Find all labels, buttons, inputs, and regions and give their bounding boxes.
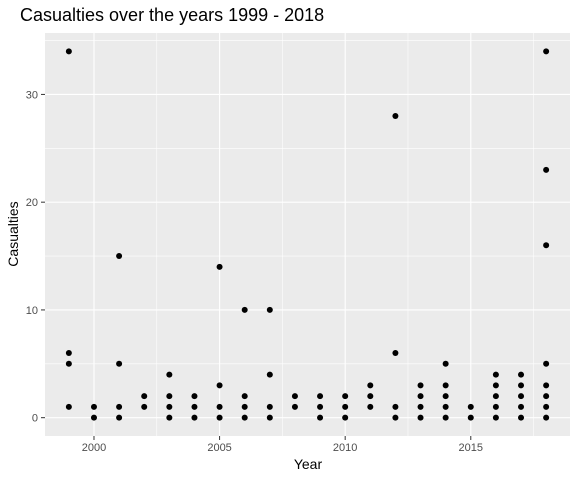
data-point xyxy=(266,371,273,378)
x-tick-label: 2000 xyxy=(82,442,106,454)
data-point xyxy=(216,403,223,410)
data-point xyxy=(467,414,474,421)
data-point xyxy=(116,403,123,410)
data-point xyxy=(492,382,499,389)
data-point xyxy=(342,403,349,410)
data-point xyxy=(543,414,550,421)
data-point xyxy=(191,403,198,410)
data-point xyxy=(166,393,173,400)
data-point xyxy=(116,360,123,367)
data-point xyxy=(116,253,123,260)
data-point xyxy=(65,403,72,410)
data-point xyxy=(543,382,550,389)
major-gridlines xyxy=(45,33,570,436)
data-point xyxy=(241,306,248,313)
data-point xyxy=(166,414,173,421)
y-tick-label: 30 xyxy=(26,89,38,101)
data-point xyxy=(417,403,424,410)
y-axis-ticks: 0 10 20 30 xyxy=(26,89,45,425)
plot-panel xyxy=(45,33,570,436)
data-point xyxy=(241,414,248,421)
data-point xyxy=(191,393,198,400)
data-point xyxy=(392,403,399,410)
data-point xyxy=(166,403,173,410)
x-axis-ticks: 2000 2005 2010 2015 xyxy=(82,436,483,454)
data-point xyxy=(367,393,374,400)
data-point xyxy=(367,382,374,389)
data-point xyxy=(518,414,525,421)
data-point xyxy=(442,382,449,389)
x-tick-label: 2015 xyxy=(459,442,483,454)
data-point xyxy=(467,403,474,410)
data-points xyxy=(65,48,550,421)
minor-gridlines xyxy=(45,33,570,436)
data-point xyxy=(317,414,324,421)
chart-title: Casualties over the years 1999 - 2018 xyxy=(20,5,324,25)
data-point xyxy=(518,371,525,378)
data-point xyxy=(417,393,424,400)
data-point xyxy=(442,393,449,400)
data-point xyxy=(543,242,550,249)
data-point xyxy=(291,403,298,410)
data-point xyxy=(442,403,449,410)
data-point xyxy=(141,403,148,410)
y-axis-title: Casualties xyxy=(5,201,21,266)
y-tick-label: 10 xyxy=(26,305,38,317)
data-point xyxy=(543,403,550,410)
data-point xyxy=(216,414,223,421)
data-point xyxy=(543,166,550,173)
data-point xyxy=(216,263,223,270)
data-point xyxy=(342,414,349,421)
data-point xyxy=(65,350,72,357)
data-point xyxy=(442,414,449,421)
y-tick-label: 20 xyxy=(26,197,38,209)
data-point xyxy=(191,414,198,421)
data-point xyxy=(241,403,248,410)
data-point xyxy=(492,414,499,421)
data-point xyxy=(442,360,449,367)
data-point xyxy=(342,393,349,400)
data-point xyxy=(241,393,248,400)
x-tick-label: 2010 xyxy=(333,442,357,454)
data-point xyxy=(492,393,499,400)
data-point xyxy=(492,371,499,378)
data-point xyxy=(216,382,223,389)
data-point xyxy=(392,350,399,357)
data-point xyxy=(518,403,525,410)
data-point xyxy=(266,306,273,313)
x-tick-label: 2005 xyxy=(207,442,231,454)
data-point xyxy=(543,360,550,367)
data-point xyxy=(417,382,424,389)
data-point xyxy=(518,393,525,400)
data-point xyxy=(317,393,324,400)
data-point xyxy=(367,403,374,410)
data-point xyxy=(317,403,324,410)
data-point xyxy=(543,48,550,55)
x-axis-title: Year xyxy=(294,456,323,472)
data-point xyxy=(266,414,273,421)
y-tick-label: 0 xyxy=(32,413,38,425)
data-point xyxy=(166,371,173,378)
data-point xyxy=(392,112,399,119)
data-point xyxy=(291,393,298,400)
data-point xyxy=(543,393,550,400)
data-point xyxy=(65,48,72,55)
data-point xyxy=(65,360,72,367)
data-point xyxy=(417,414,424,421)
data-point xyxy=(116,414,123,421)
data-point xyxy=(492,403,499,410)
data-point xyxy=(141,393,148,400)
data-point xyxy=(90,403,97,410)
data-point xyxy=(392,414,399,421)
data-point xyxy=(518,382,525,389)
data-point xyxy=(90,414,97,421)
data-point xyxy=(266,403,273,410)
